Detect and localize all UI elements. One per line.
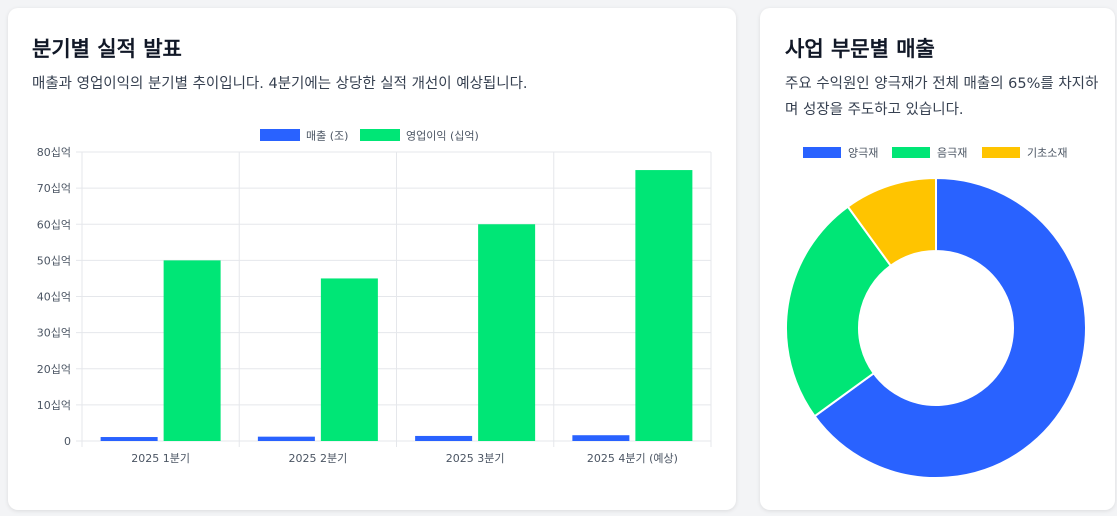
y-tick-label: 20십억: [37, 363, 71, 376]
y-tick-label: 10십억: [37, 399, 71, 412]
x-tick-label: 2025 4분기 (예상): [587, 452, 678, 465]
x-tick-label: 2025 1분기: [131, 452, 190, 465]
bar-revenue[interactable]: [100, 437, 158, 441]
y-tick-label: 0: [64, 435, 71, 448]
segment-donut-chart: 양극재 음극재 기초소재: [785, 147, 1087, 479]
legend-swatch: [360, 129, 400, 141]
segment-revenue-title: 사업 부문별 매출: [785, 37, 935, 61]
quarterly-bar-chart: 매출 (조) 영업이익 (십억) 0 10십억 20십억 30십억 40십억 50십억 60십억…: [37, 129, 712, 465]
y-tick-label: 60십억: [37, 218, 71, 231]
y-tick-label: 80십억: [37, 146, 71, 159]
legend-label[interactable]: 영업이익 (십억): [406, 130, 479, 143]
x-tick-label: 2025 2분기: [289, 452, 348, 465]
bar-profit[interactable]: [320, 278, 378, 441]
legend-swatch: [892, 147, 930, 158]
segment-revenue-card: 사업 부문별 매출 주요 수익원인 양극재가 전체 매출의 65%를 차지하며 …: [760, 8, 1115, 510]
bar-profit[interactable]: [635, 170, 693, 441]
y-tick-label: 40십억: [37, 291, 71, 304]
bar-revenue[interactable]: [572, 435, 630, 441]
legend-label[interactable]: 양극재: [848, 147, 878, 160]
x-tick-label: 2025 3분기: [446, 452, 505, 465]
legend-swatch: [803, 147, 841, 158]
legend-label[interactable]: 매출 (조): [306, 130, 348, 143]
bar-profit[interactable]: [163, 260, 221, 441]
segment-revenue-description: 주요 수익원인 양극재가 전체 매출의 65%를 차지하며 성장을 주도하고 있…: [785, 76, 1099, 118]
quarterly-results-description: 매출과 영업이익의 분기별 추이입니다. 4분기에는 상당한 실적 개선이 예상…: [32, 76, 528, 92]
y-tick-label: 30십억: [37, 327, 71, 340]
legend-label[interactable]: 기초소재: [1027, 147, 1067, 160]
donut-slice[interactable]: [785, 205, 893, 418]
donut-slice[interactable]: [846, 176, 937, 268]
y-tick-label: 70십억: [37, 182, 71, 195]
bar-revenue[interactable]: [257, 436, 315, 441]
quarterly-results-title: 분기별 실적 발표: [32, 37, 182, 61]
bar-profit[interactable]: [478, 224, 536, 441]
legend-swatch: [982, 147, 1020, 158]
y-tick-label: 50십억: [37, 254, 71, 267]
legend-swatch: [260, 129, 300, 141]
quarterly-results-card: 분기별 실적 발표 매출과 영업이익의 분기별 추이입니다. 4분기에는 상당한…: [8, 8, 736, 510]
bar-revenue[interactable]: [415, 435, 473, 441]
donut-slice[interactable]: [813, 176, 1087, 479]
legend-label[interactable]: 음극재: [937, 147, 967, 160]
